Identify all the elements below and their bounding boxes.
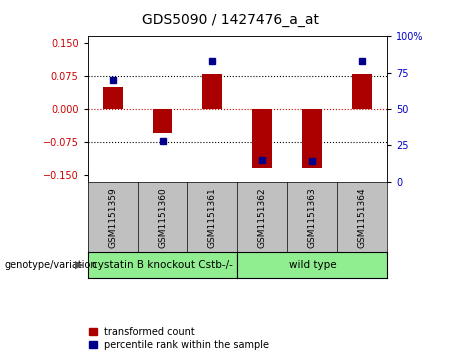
Text: GSM1151360: GSM1151360	[158, 187, 167, 248]
Bar	[202, 74, 222, 109]
Bar	[252, 109, 272, 168]
Text: GSM1151363: GSM1151363	[308, 187, 317, 248]
Bar	[352, 74, 372, 109]
Text: wild type: wild type	[289, 260, 336, 270]
Text: GSM1151361: GSM1151361	[208, 187, 217, 248]
Text: GSM1151359: GSM1151359	[108, 187, 117, 248]
Text: GDS5090 / 1427476_a_at: GDS5090 / 1427476_a_at	[142, 13, 319, 27]
Text: genotype/variation: genotype/variation	[5, 260, 97, 270]
Text: cystatin B knockout Cstb-/-: cystatin B knockout Cstb-/-	[92, 260, 233, 270]
Bar	[302, 109, 322, 168]
Bar	[102, 87, 123, 109]
Text: ▶: ▶	[75, 260, 83, 270]
Legend: transformed count, percentile rank within the sample: transformed count, percentile rank withi…	[88, 326, 270, 351]
Bar	[153, 109, 172, 133]
Text: GSM1151364: GSM1151364	[358, 187, 367, 248]
Text: GSM1151362: GSM1151362	[258, 187, 267, 248]
